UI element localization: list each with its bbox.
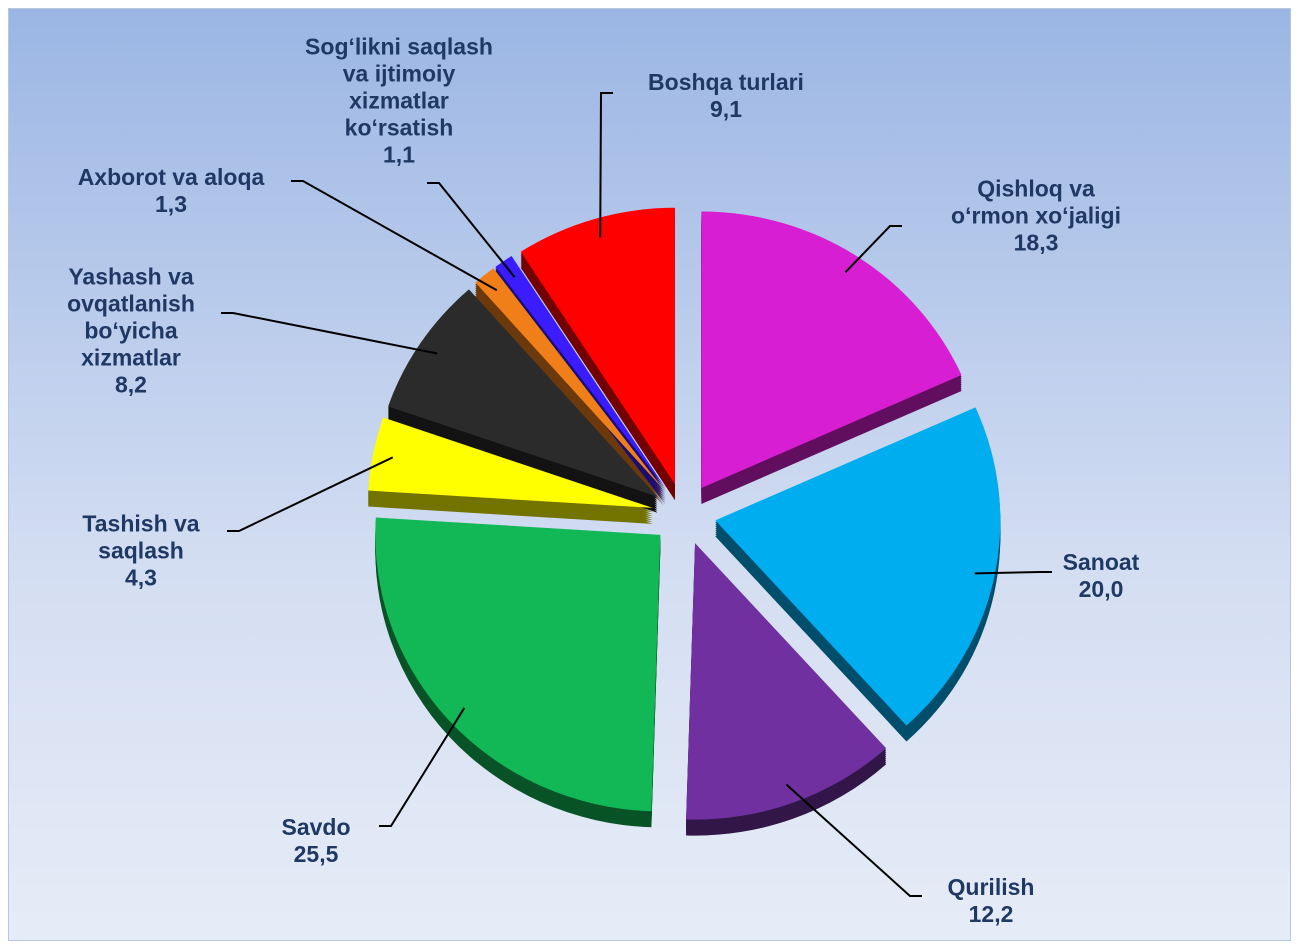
category-label: Boshqa turlari bbox=[648, 69, 804, 95]
value-label: 18,3 bbox=[1013, 229, 1059, 256]
data-label: Sanoat 20,0 bbox=[1063, 549, 1140, 603]
leader-line bbox=[227, 456, 394, 532]
slice bbox=[520, 207, 675, 485]
leader-line bbox=[599, 92, 613, 238]
data-label: Sog‘likni saqlash va ijtimoiy xizmatlar … bbox=[305, 34, 493, 169]
slice bbox=[368, 417, 653, 508]
pie-area bbox=[221, 92, 1052, 897]
leader-line bbox=[379, 707, 466, 827]
value-label: 20,0 bbox=[1078, 576, 1124, 602]
category-label: Yashash va ovqatlanish bo‘yicha xizmatla… bbox=[67, 263, 195, 371]
category-label: Savdo bbox=[281, 814, 351, 840]
value-label: 4,3 bbox=[125, 564, 157, 591]
data-label: Savdo 25,5 bbox=[281, 814, 350, 868]
data-label: Qishloq va o‘rmon xo‘jaligi 18,3 bbox=[951, 176, 1121, 257]
value-label: 9,1 bbox=[710, 96, 742, 122]
data-label: Boshqa turlari 9,1 bbox=[648, 69, 804, 123]
category-label: Qurilish bbox=[947, 874, 1035, 900]
category-label: Qishloq va o‘rmon xo‘jaligi bbox=[951, 175, 1121, 229]
category-label: Tashish va saqlash bbox=[82, 510, 200, 564]
data-label: Axborot va aloqa 1,3 bbox=[78, 164, 265, 218]
leader-line bbox=[221, 312, 438, 355]
slice bbox=[686, 543, 887, 820]
data-label: Qurilish 12,2 bbox=[948, 874, 1035, 928]
leader-line bbox=[974, 571, 1052, 575]
slice bbox=[495, 256, 666, 489]
slice bbox=[715, 407, 1001, 726]
slice bbox=[475, 268, 664, 490]
leader-line bbox=[291, 180, 498, 292]
slice bbox=[388, 289, 658, 497]
category-label: Axborot va aloqa bbox=[77, 164, 265, 190]
category-label: Sanoat bbox=[1062, 549, 1140, 575]
slice bbox=[701, 211, 962, 488]
category-label: Sog‘likni saqlash va ijtimoiy xizmatlar … bbox=[305, 33, 493, 141]
value-label: 1,3 bbox=[155, 191, 187, 217]
chart: Qishloq va o‘rmon xo‘jaligi 18,3 Sanoat 20,… bbox=[8, 8, 1291, 941]
leader-line bbox=[844, 225, 902, 273]
value-label: 25,5 bbox=[293, 841, 339, 867]
value-label: 12,2 bbox=[968, 901, 1014, 927]
slice bbox=[375, 517, 661, 812]
leader-line bbox=[785, 783, 922, 897]
data-label: Yashash va ovqatlanish bo‘yicha xizmatla… bbox=[67, 264, 195, 399]
value-label: 8,2 bbox=[115, 371, 147, 398]
leader-line bbox=[427, 182, 516, 278]
value-label: 1,1 bbox=[383, 141, 415, 168]
data-label: Tashish va saqlash 4,3 bbox=[82, 511, 199, 592]
